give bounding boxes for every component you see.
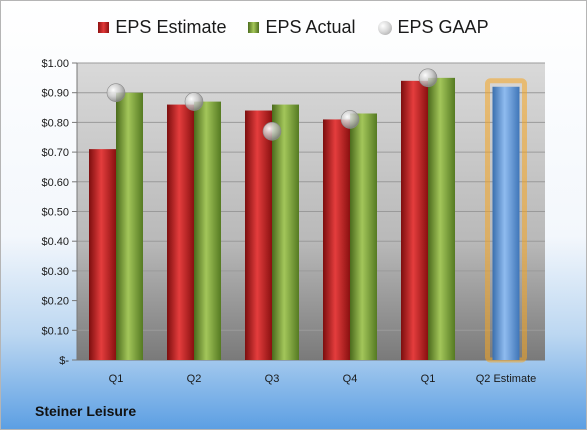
- x-tick-label: Q1: [421, 373, 436, 385]
- x-tick-label: Q2: [187, 373, 202, 385]
- bar-eps-estimate: [245, 110, 272, 361]
- legend-swatch-actual: [248, 22, 260, 33]
- y-tick-label: $-: [59, 355, 69, 367]
- legend-swatch-estimate: [98, 22, 110, 33]
- legend-swatch-gaap: [377, 20, 392, 35]
- bar-eps-actual: [272, 104, 299, 360]
- legend-item-actual: EPS Actual: [248, 17, 356, 38]
- y-tick-label: $0.60: [41, 177, 69, 189]
- x-tick-label: Q2 Estimate: [476, 373, 537, 385]
- legend-item-gaap: EPS GAAP: [377, 17, 489, 38]
- y-tick-label: $0.80: [41, 117, 69, 129]
- y-tick-label: $0.40: [41, 236, 69, 248]
- legend-label-gaap: EPS GAAP: [397, 17, 489, 37]
- y-tick-label: $1.00: [41, 58, 69, 70]
- y-tick-label: $0.10: [41, 325, 69, 337]
- point-eps-gaap: [106, 83, 126, 102]
- x-tick-label: Q3: [265, 373, 280, 385]
- legend-label-actual: EPS Actual: [265, 17, 356, 37]
- y-tick-label: $0.50: [41, 207, 69, 219]
- bar-eps-actual: [428, 77, 455, 360]
- legend-item-estimate: EPS Estimate: [98, 17, 226, 38]
- point-eps-gaap: [184, 92, 204, 111]
- y-tick-label: $0.30: [41, 266, 69, 278]
- legend: EPS Estimate EPS Actual EPS GAAP: [1, 17, 586, 38]
- point-eps-gaap: [340, 110, 360, 129]
- x-tick-label: Q1: [109, 373, 124, 385]
- bar-eps-estimate: [167, 104, 194, 360]
- x-tick-label: Q4: [343, 373, 358, 385]
- bar-eps-estimate: [401, 80, 428, 360]
- bar-eps-estimate: [89, 149, 116, 360]
- y-tick-label: $0.90: [41, 88, 69, 100]
- y-tick-label: $0.20: [41, 296, 69, 308]
- y-tick-label: $0.70: [41, 147, 69, 159]
- bar-eps-estimate: [323, 119, 350, 361]
- bar-q2-estimate: [492, 86, 520, 360]
- point-eps-gaap: [418, 68, 438, 88]
- company-name: Steiner Leisure: [35, 403, 137, 419]
- bar-eps-actual: [116, 92, 143, 360]
- point-eps-gaap: [262, 122, 282, 141]
- legend-label-estimate: EPS Estimate: [115, 17, 227, 37]
- bar-eps-actual: [194, 101, 221, 361]
- bar-eps-actual: [350, 113, 377, 361]
